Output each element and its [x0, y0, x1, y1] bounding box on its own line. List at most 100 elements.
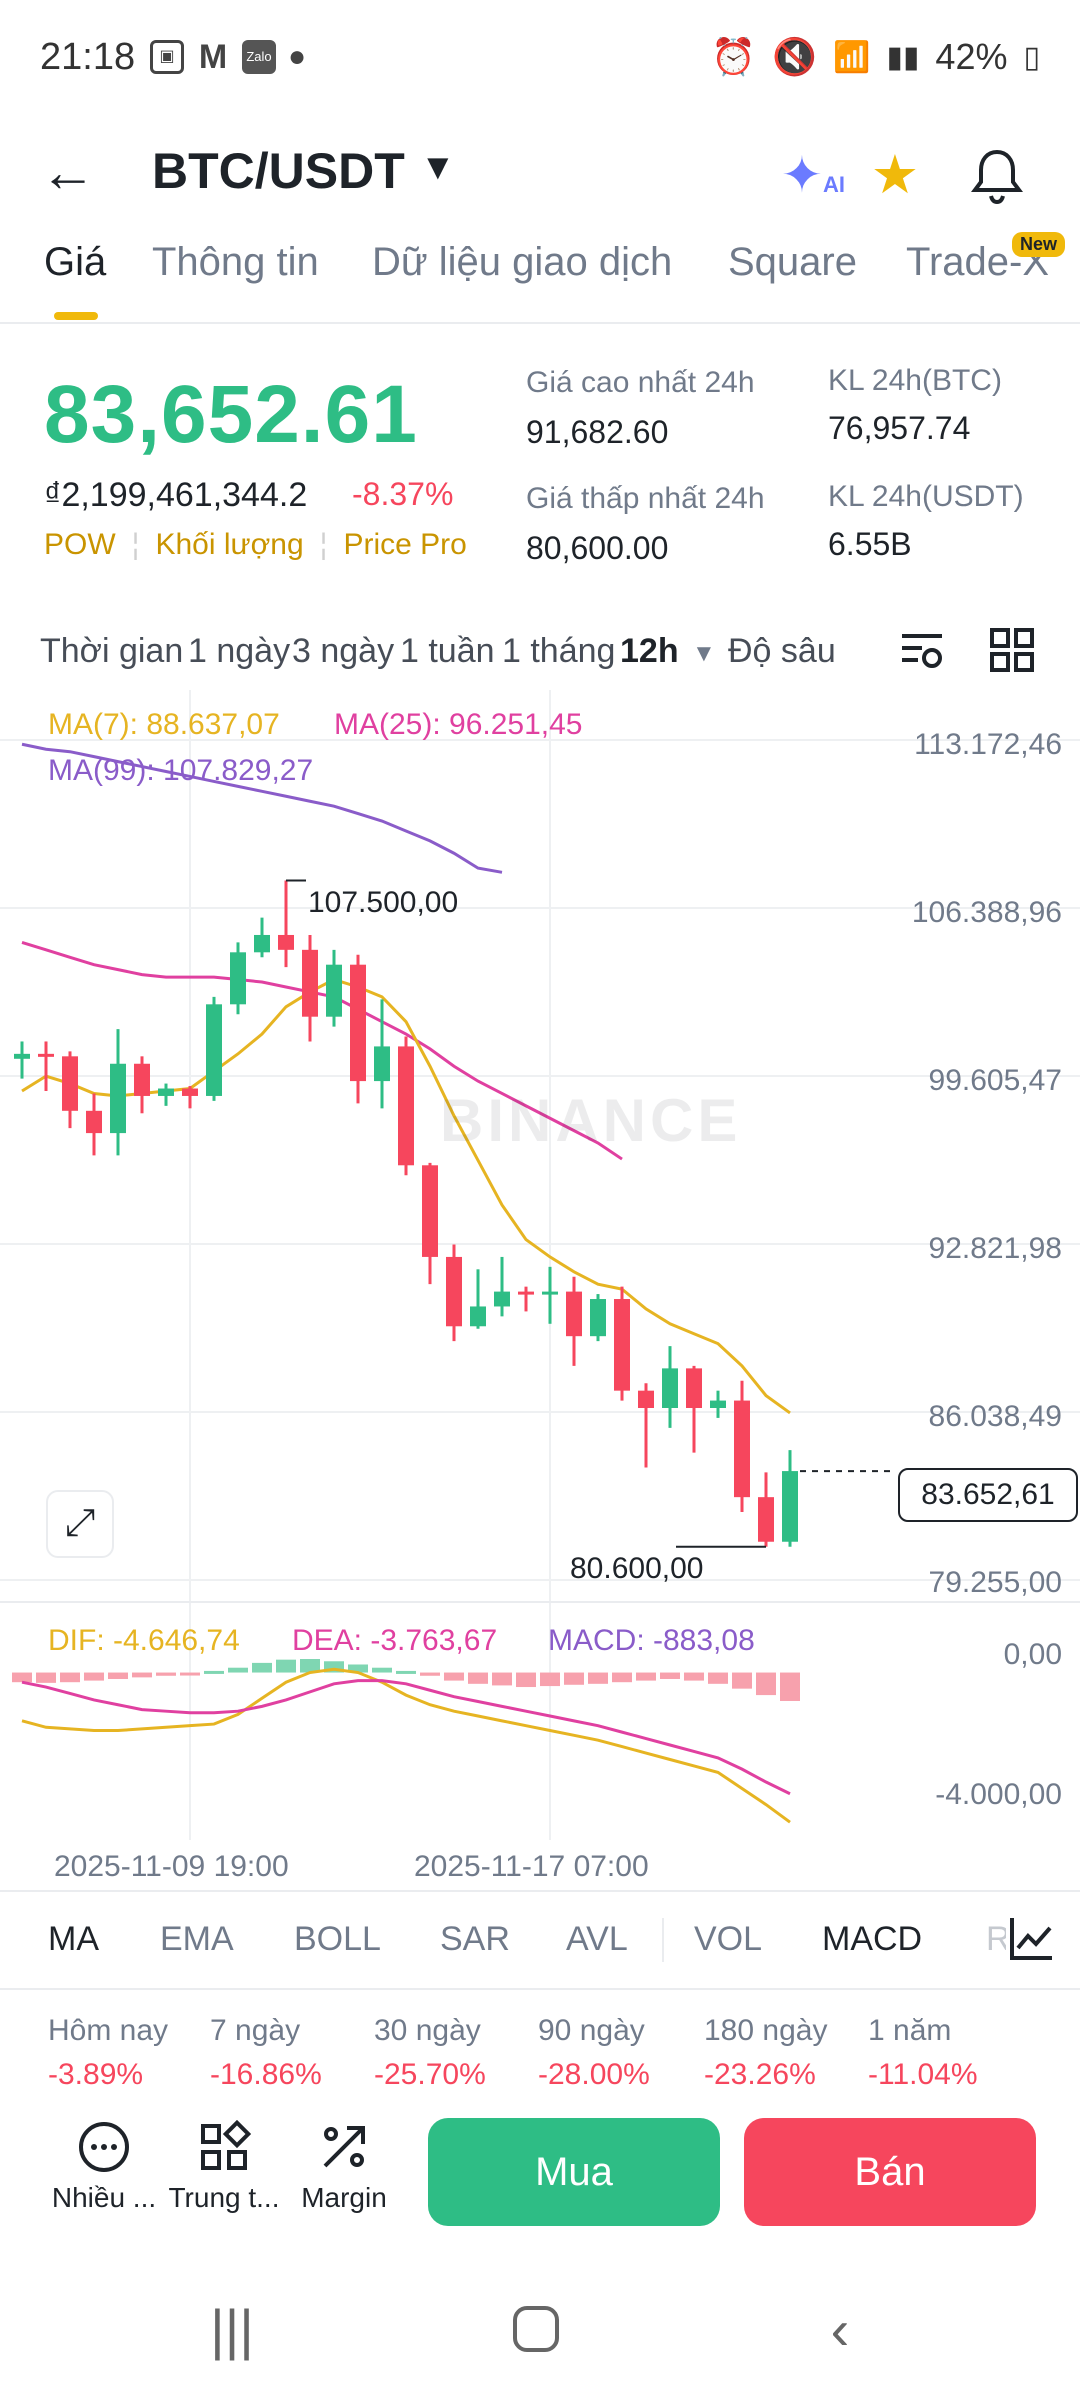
candle-body-32 [782, 1471, 798, 1542]
macd-bar-31 [756, 1672, 776, 1696]
vol-usdt-value: 6.55B [828, 526, 912, 562]
ind-sar[interactable]: SAR [440, 1920, 510, 1958]
battery-percent: 42% [935, 36, 1008, 77]
indicator-chart-icon[interactable] [1006, 1914, 1056, 1973]
center-button[interactable]: Trung t... [164, 2119, 284, 2214]
tab-square[interactable]: Square [728, 240, 857, 284]
tf-1w[interactable]: 1 tuần [400, 632, 495, 670]
low-24h-value: 80,600.00 [526, 530, 669, 566]
ai-label: AI [822, 172, 845, 197]
sell-button[interactable]: Bán [744, 2118, 1036, 2226]
recent-apps-icon[interactable]: ||| [210, 2298, 254, 2361]
more-label: Nhiều ... [51, 2182, 157, 2213]
tab-info[interactable]: Thông tin [152, 240, 319, 284]
low-24h-label: Giá thấp nhất 24h [526, 482, 765, 515]
macd-bar-4 [108, 1672, 128, 1679]
back-arrow-icon[interactable]: ← [40, 140, 96, 203]
layout-grid-icon[interactable] [988, 626, 1036, 683]
favorite-star-icon[interactable]: ★ [870, 145, 920, 205]
current-price-tag: 83.652,61 [898, 1468, 1078, 1522]
timeframe-bar: Thời gian 1 ngày 3 ngày 1 tuần 1 tháng 1… [0, 610, 1080, 690]
ind-macd[interactable]: MACD [822, 1920, 923, 1958]
ai-sparkle-icon[interactable]: ✦AI [781, 147, 845, 203]
tab-price[interactable]: Giá [44, 240, 107, 284]
ind-rsi[interactable]: RSI [986, 1920, 1006, 1958]
ind-avl[interactable]: AVL [566, 1920, 628, 1958]
pow-link[interactable]: POW [44, 528, 116, 561]
candle-body-26 [638, 1390, 654, 1408]
perf-today: Hôm nay -3.89% [48, 2014, 169, 2091]
candle-body-15 [374, 1046, 390, 1082]
perf-180d: 180 ngày -23.26% [704, 2014, 828, 2091]
macd-bar-25 [612, 1672, 632, 1683]
macd-bar-7 [180, 1672, 200, 1676]
macd-bar-1 [36, 1672, 56, 1683]
dea-line [21, 1679, 791, 1796]
dif-line [21, 1667, 791, 1824]
status-bar: 21:18 ▣ M Zalo ● ⏰ 🔇 📶 ▮▮ 42% ▯ [0, 0, 1080, 120]
ind-ema[interactable]: EMA [160, 1920, 234, 1958]
candle-body-13 [326, 964, 342, 1017]
volume-link[interactable]: Khối lượng [155, 528, 304, 561]
tf-12h[interactable]: 12h [620, 632, 679, 670]
candle-body-8 [206, 1004, 222, 1096]
ma25-line [21, 940, 623, 1161]
tf-1d[interactable]: 1 ngày [188, 632, 291, 670]
tf-1m[interactable]: 1 tháng [502, 632, 616, 670]
candle-body-1 [38, 1053, 54, 1057]
perf-90d: 90 ngày -28.00% [538, 2014, 650, 2091]
candle-body-29 [710, 1400, 726, 1409]
price-vnd: ₫2,199,461,344.2 [44, 476, 308, 514]
tab-bar: Giá Thông tin Dữ liệu giao dịch Square T… [0, 230, 1080, 324]
candle-body-2 [62, 1056, 78, 1111]
macd-bar-12 [300, 1659, 320, 1673]
candle-body-28 [686, 1368, 702, 1409]
tf-time[interactable]: Thời gian [40, 632, 184, 670]
perf-1y: 1 năm -11.04% [868, 2014, 978, 2091]
back-nav-icon[interactable]: ‹ [830, 2298, 850, 2361]
candlestick-chart[interactable] [0, 690, 1080, 1890]
last-price: 83,652.61 [44, 369, 418, 460]
gallery-icon: ▣ [150, 40, 184, 74]
candle-body-5 [134, 1063, 150, 1096]
candle-body-11 [278, 934, 294, 950]
pair-title[interactable]: BTC/USDT [152, 143, 405, 199]
macd-bar-14 [348, 1664, 368, 1673]
caret-down-icon[interactable]: ▼ [420, 146, 456, 187]
system-icons: ⏰ 🔇 📶 ▮▮ 42% ▯ [711, 36, 1040, 78]
margin-button[interactable]: Margin [284, 2120, 404, 2214]
buy-button[interactable]: Mua [428, 2118, 720, 2226]
more-button[interactable]: Nhiều ... [44, 2120, 164, 2214]
macd-bar-9 [228, 1667, 248, 1673]
bell-icon[interactable] [962, 140, 1032, 210]
tf-caret-icon[interactable]: ▼ [692, 640, 716, 667]
ind-ma[interactable]: MA [48, 1920, 99, 1958]
tab-trading-data[interactable]: Dữ liệu giao dịch [372, 240, 673, 284]
macd-bar-5 [132, 1672, 152, 1678]
fullscreen-expand-icon[interactable]: ⤢ [46, 1490, 114, 1558]
wifi-icon: 📶 [833, 40, 871, 74]
macd-bar-32 [780, 1672, 800, 1701]
macd-bar-21 [516, 1672, 536, 1688]
macd-bar-30 [732, 1672, 752, 1689]
candle-body-6 [158, 1088, 174, 1096]
candle-body-23 [566, 1291, 582, 1337]
tf-depth[interactable]: Độ sâu [728, 632, 836, 670]
tf-3d[interactable]: 3 ngày [292, 632, 395, 670]
price-links: POW ¦ Khối lượng ¦ Price Pro [44, 528, 467, 561]
macd-bar-11 [276, 1659, 296, 1673]
battery-icon: ▯ [1023, 40, 1040, 74]
chart-settings-icon[interactable] [898, 626, 946, 683]
macd-bar-20 [492, 1672, 512, 1686]
margin-arrow-icon [284, 2120, 404, 2182]
ind-boll[interactable]: BOLL [294, 1920, 381, 1958]
ind-vol[interactable]: VOL [694, 1920, 763, 1958]
home-icon[interactable] [486, 2290, 586, 2370]
macd-bar-28 [684, 1672, 704, 1681]
alarm-icon: ⏰ [711, 36, 757, 77]
candle-body-17 [422, 1165, 438, 1257]
active-tab-indicator [54, 312, 98, 320]
price-pro-link[interactable]: Price Pro [343, 528, 467, 561]
new-badge: New [1012, 232, 1066, 257]
candle-body-10 [254, 934, 270, 953]
